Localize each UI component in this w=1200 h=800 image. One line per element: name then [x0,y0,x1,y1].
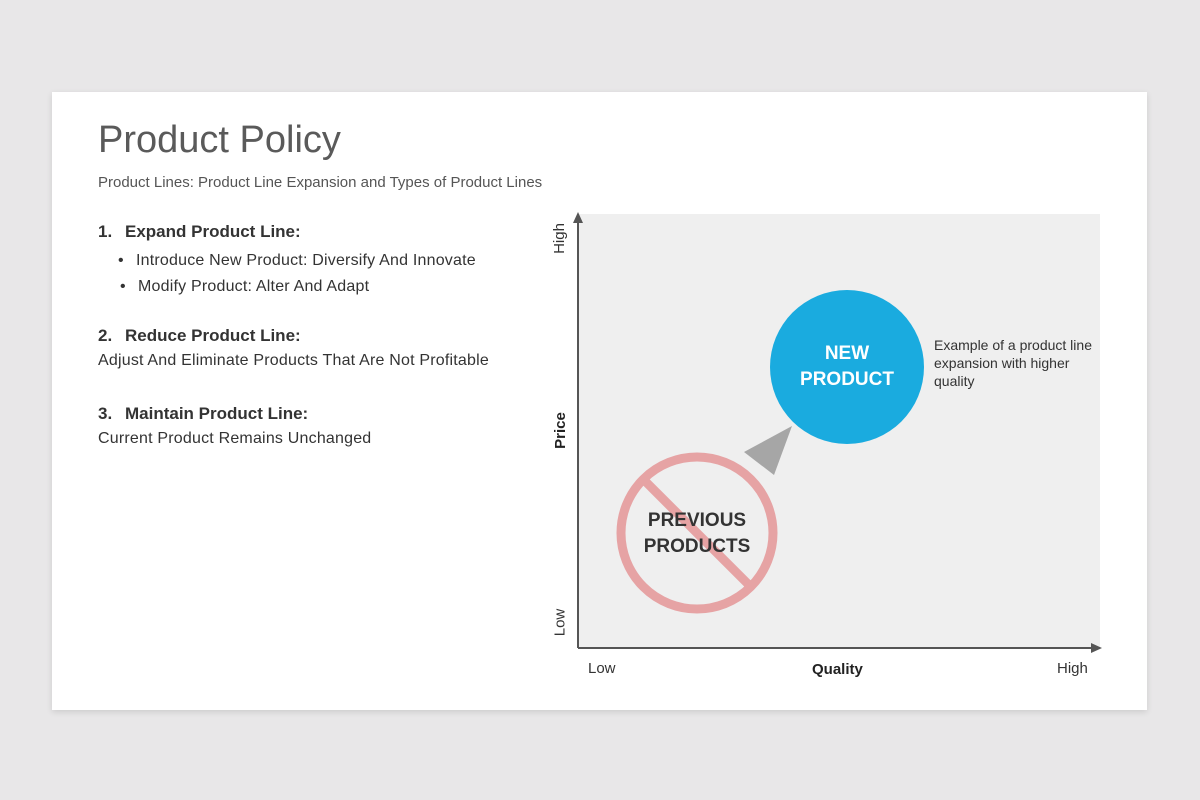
section-number: 3. [98,404,113,423]
y-axis-high-label: High [550,223,568,254]
section-heading: 1. Expand Product Line: [98,222,476,242]
new-product-label-line2: PRODUCT [800,369,894,390]
x-axis-title: Quality [812,661,863,678]
section-heading-text: Maintain Product Line: [125,404,309,423]
slide: Product Policy Product Lines: Product Li… [52,92,1147,710]
page-title: Product Policy [98,119,341,161]
section-number: 1. [98,222,113,241]
section-heading-text: Reduce Product Line: [125,326,301,345]
x-axis-low-label: Low [588,660,616,677]
section-heading: 3. Maintain Product Line: [98,404,371,424]
section-text: Current Product Remains Unchanged [98,430,372,447]
y-axis-title: Price [551,412,569,449]
prohibited-icon [616,452,778,614]
section-expand: 1. Expand Product Line: • Introduce New Pr… [98,222,476,300]
y-axis-low-label: Low [551,608,569,637]
list-item: • Introduce New Product: Diversify And In… [98,248,476,274]
y-axis-arrowhead [573,212,583,223]
section-number: 2. [98,326,113,345]
x-axis-high-label: High [1057,660,1088,677]
arrow-icon [744,426,792,475]
section-heading: 2. Reduce Product Line: [98,326,489,346]
bullet-list: • Introduce New Product: Diversify And In… [98,248,476,300]
section-text: Adjust And Eliminate Products That Are N… [98,352,489,369]
previous-products-label: PREVIOUS PRODUCTS [643,510,751,557]
section-heading-text: Expand Product Line: [125,222,301,241]
section-maintain: 3. Maintain Product Line: Current Product… [98,404,371,448]
page-subtitle: Product Lines: Product Line Expansion an… [98,174,543,191]
x-axis-arrowhead [1091,643,1102,653]
new-product-label-line1: NEW [824,343,870,364]
new-product-circle: NEW PRODUCT [770,290,924,444]
expansion-note: Example of a product line expansion with… [934,337,1092,389]
bullet-icon: • [120,278,126,295]
bullet-icon: • [118,252,124,269]
section-reduce: 2. Reduce Product Line: Adjust And Elimin… [98,326,489,370]
list-item: • Modify Product: Alter And Adapt [98,274,476,300]
price-quality-diagram: High Price Low Low Quality High PREVIOUS… [542,210,1112,690]
axes [573,212,1102,653]
